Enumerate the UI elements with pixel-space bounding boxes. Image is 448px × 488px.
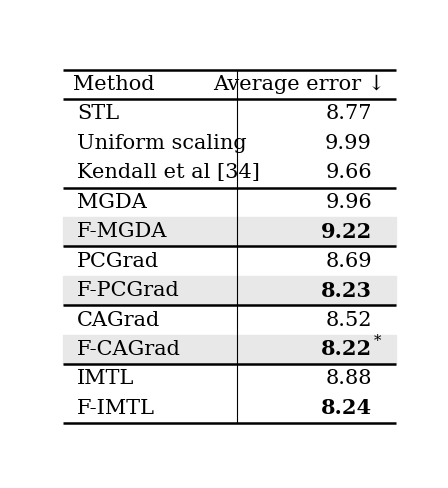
Text: 8.69: 8.69 xyxy=(325,252,372,271)
Text: 8.88: 8.88 xyxy=(325,369,372,388)
Text: Kendall et al [34]: Kendall et al [34] xyxy=(77,163,260,183)
Text: STL: STL xyxy=(77,104,119,123)
Text: 8.24: 8.24 xyxy=(321,398,372,418)
Text: Average error ↓: Average error ↓ xyxy=(214,75,386,94)
Bar xyxy=(63,276,396,305)
Text: 8.52: 8.52 xyxy=(325,310,372,329)
Text: 8.77: 8.77 xyxy=(325,104,372,123)
Text: 8.23: 8.23 xyxy=(321,281,372,301)
Text: F-PCGrad: F-PCGrad xyxy=(77,281,180,300)
Text: 9.99: 9.99 xyxy=(325,134,372,153)
Text: 9.22: 9.22 xyxy=(321,222,372,242)
Text: 9.96: 9.96 xyxy=(325,193,372,212)
Text: CAGrad: CAGrad xyxy=(77,310,160,329)
Text: F-MGDA: F-MGDA xyxy=(77,222,168,241)
Text: *: * xyxy=(374,334,381,347)
Text: F-IMTL: F-IMTL xyxy=(77,399,155,418)
Text: 8.22: 8.22 xyxy=(321,340,372,360)
Text: Uniform scaling: Uniform scaling xyxy=(77,134,246,153)
Bar xyxy=(63,335,396,364)
Text: IMTL: IMTL xyxy=(77,369,134,388)
Text: MGDA: MGDA xyxy=(77,193,146,212)
Text: Method: Method xyxy=(73,75,155,94)
Text: PCGrad: PCGrad xyxy=(77,252,159,271)
Text: 9.66: 9.66 xyxy=(325,163,372,183)
Bar xyxy=(63,217,396,246)
Text: F-CAGrad: F-CAGrad xyxy=(77,340,181,359)
